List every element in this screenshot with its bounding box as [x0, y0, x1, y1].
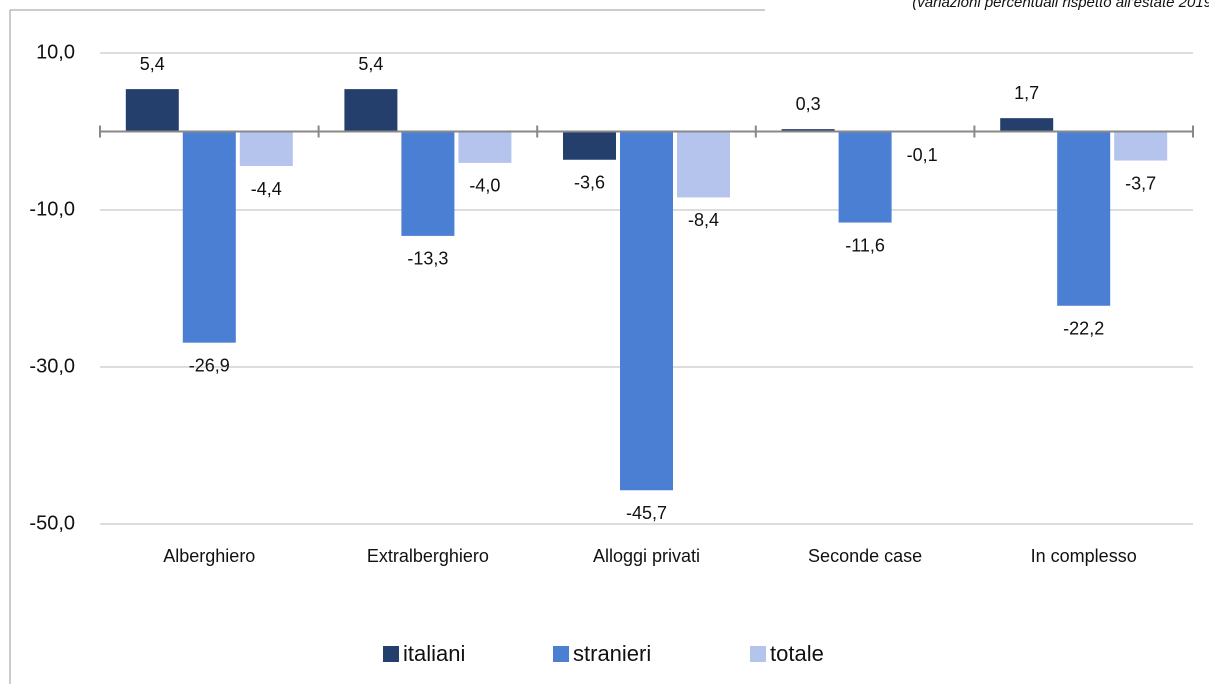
- bar: [838, 131, 892, 223]
- legend-swatch: [750, 646, 766, 662]
- value-label: -11,6: [845, 235, 885, 255]
- legend-label: totale: [770, 641, 824, 666]
- legend-label: italiani: [403, 641, 465, 666]
- value-label: -45,7: [626, 503, 667, 523]
- value-label: 5,4: [358, 54, 383, 74]
- x-tick-label: Alloggi privati: [593, 546, 700, 566]
- value-label: -0,1: [907, 145, 938, 165]
- value-label: -26,9: [189, 355, 230, 375]
- y-tick-label: -10,0: [29, 198, 75, 220]
- x-tick-label: In complesso: [1031, 546, 1137, 566]
- y-tick-label: -30,0: [29, 355, 75, 377]
- bar: [620, 131, 673, 491]
- legend-label: stranieri: [573, 641, 651, 666]
- bar: [1057, 131, 1111, 306]
- bar: [563, 131, 616, 160]
- value-label: -22,2: [1063, 319, 1104, 339]
- bar: [781, 129, 835, 132]
- value-label: -3,7: [1125, 173, 1156, 193]
- bar: [458, 131, 512, 163]
- y-tick-label: -50,0: [29, 512, 75, 534]
- x-tick-label: Extralberghiero: [367, 546, 489, 566]
- bar: [401, 131, 455, 236]
- x-tick-label: Seconde case: [808, 546, 922, 566]
- value-label: 5,4: [140, 54, 165, 74]
- bar: [125, 89, 179, 132]
- legend-swatch: [553, 646, 569, 662]
- value-label: -3,6: [574, 173, 605, 193]
- value-label: 1,7: [1014, 83, 1039, 103]
- value-label: -4,4: [251, 179, 282, 199]
- value-label: 0,3: [796, 94, 821, 114]
- y-tick-label: 10,0: [36, 41, 75, 63]
- subtitle: (variazioni percentuali rispetto all'est…: [912, 0, 1209, 11]
- legend-swatch: [383, 646, 399, 662]
- bar: [1000, 118, 1054, 132]
- bar: [182, 131, 236, 343]
- bar: [1114, 131, 1168, 161]
- bar: [344, 89, 398, 132]
- bar: [239, 131, 293, 167]
- value-label: -8,4: [688, 210, 719, 230]
- value-label: -13,3: [407, 249, 448, 269]
- x-tick-label: Alberghiero: [163, 546, 255, 566]
- value-label: -4,0: [469, 176, 500, 196]
- bar: [677, 131, 730, 198]
